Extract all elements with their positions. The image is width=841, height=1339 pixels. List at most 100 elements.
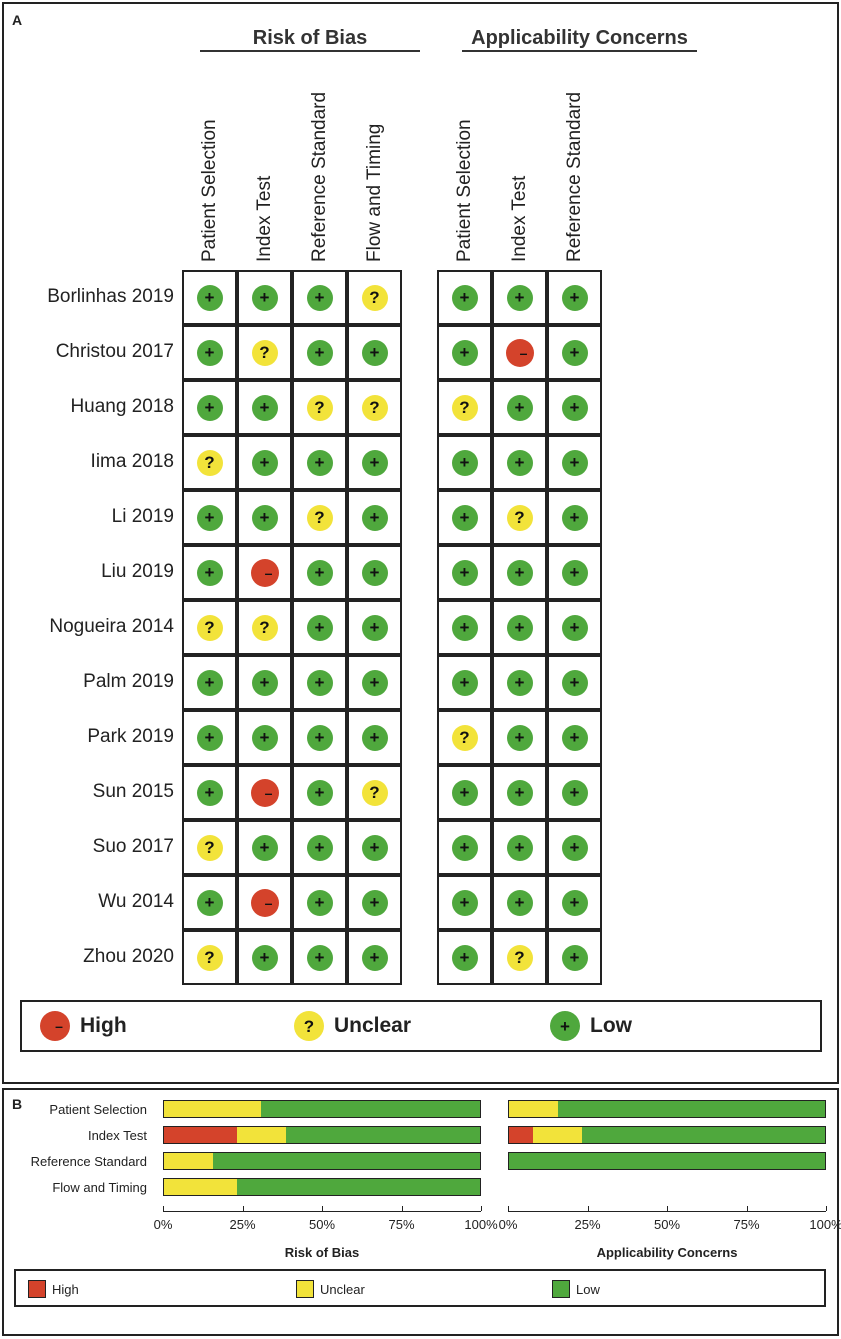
plus-icon: + (251, 504, 278, 531)
judgement-cell: + (492, 380, 547, 435)
judgement-cell: + (292, 435, 347, 490)
x-tick-label: 100% (809, 1217, 841, 1232)
question-icon: ? (361, 394, 388, 421)
high-icon: – (40, 1011, 70, 1041)
plus-icon: + (196, 669, 223, 696)
judgement-cell: ? (437, 380, 492, 435)
panel-a-letter: A (12, 12, 23, 28)
plus-icon: + (361, 669, 388, 696)
row-label: Iima 2018 (90, 450, 174, 472)
row-label: Nogueira 2014 (49, 615, 174, 637)
unclear-swatch (296, 1280, 314, 1298)
plus-icon: + (196, 889, 223, 916)
plus-icon: + (561, 944, 588, 971)
plus-icon: + (251, 284, 278, 311)
x-axis-line (163, 1211, 481, 1212)
plus-icon: + (251, 394, 278, 421)
row-label: Wu 2014 (98, 890, 174, 912)
plus-icon: + (506, 559, 533, 586)
judgement-cell: + (437, 270, 492, 325)
plus-icon: + (451, 944, 478, 971)
plus-icon: + (251, 724, 278, 751)
plus-icon: + (361, 724, 388, 751)
bar-label: Flow and Timing (52, 1180, 147, 1195)
plus-icon: + (561, 559, 588, 586)
legend-unclear: ? Unclear (294, 1011, 411, 1041)
judgement-cell: + (182, 545, 237, 600)
bar-segment-low (557, 1101, 825, 1117)
bar-segment-low (509, 1153, 825, 1169)
question-icon: ? (361, 284, 388, 311)
plus-icon: + (196, 284, 223, 311)
judgement-cell: + (492, 820, 547, 875)
x-tick (242, 1206, 244, 1211)
row-label: Suo 2017 (92, 835, 174, 857)
question-icon: ? (251, 339, 278, 366)
judgement-cell: + (182, 380, 237, 435)
judgement-cell: + (237, 930, 292, 985)
row-label: Huang 2018 (70, 395, 174, 417)
panel-b-letter: B (12, 1096, 23, 1112)
judgement-cell: + (182, 875, 237, 930)
col-label-1-1: Index Test (508, 175, 530, 262)
bar-segment-low (212, 1153, 480, 1169)
plus-icon: + (196, 779, 223, 806)
judgement-cell: + (347, 435, 402, 490)
plus-icon: + (451, 559, 478, 586)
x-tick (826, 1206, 827, 1211)
plus-icon: + (506, 284, 533, 311)
judgement-cell: + (347, 930, 402, 985)
judgement-cell: + (182, 490, 237, 545)
plus-icon: + (196, 504, 223, 531)
judgement-cell: + (292, 600, 347, 655)
judgement-cell: + (347, 545, 402, 600)
row-label: Li 2019 (111, 505, 174, 527)
plus-icon: + (251, 944, 278, 971)
judgement-cell: + (492, 655, 547, 710)
judgement-cell: + (182, 655, 237, 710)
judgement-cell: ? (347, 270, 402, 325)
question-icon: ? (506, 504, 533, 531)
judgement-cell: + (437, 765, 492, 820)
bar-segment-low (236, 1179, 480, 1195)
plus-icon: + (451, 614, 478, 641)
bar-segment-unclear (236, 1127, 286, 1143)
x-tick (481, 1206, 482, 1211)
plus-icon: + (506, 834, 533, 861)
col-label-1-0: Patient Selection (453, 119, 475, 262)
judgement-cell: + (547, 875, 602, 930)
judgement-cell: + (292, 765, 347, 820)
plus-icon: + (506, 614, 533, 641)
judgement-cell: ? (347, 765, 402, 820)
plus-icon: + (251, 669, 278, 696)
question-icon: ? (196, 449, 223, 476)
chart-title: Risk of Bias (284, 1245, 360, 1260)
judgement-cell: ? (437, 710, 492, 765)
x-tick-label: 50% (308, 1217, 336, 1232)
judgement-cell: + (237, 270, 292, 325)
chart-title: Applicability Concerns (596, 1245, 738, 1260)
plus-icon: + (306, 779, 333, 806)
judgement-cell: + (547, 380, 602, 435)
plus-icon: + (361, 504, 388, 531)
panel-a: A (2, 2, 839, 1084)
question-icon: ? (451, 724, 478, 751)
plus-icon: + (306, 614, 333, 641)
plus-icon: + (506, 669, 533, 696)
bar-segment-unclear (509, 1101, 558, 1117)
bar-label: Index Test (87, 1128, 147, 1143)
judgement-cell: + (547, 325, 602, 380)
legend2-low-label: Low (576, 1281, 600, 1297)
judgement-cell: + (437, 930, 492, 985)
judgement-cell: + (492, 270, 547, 325)
plus-icon: + (561, 449, 588, 476)
judgement-cell: + (547, 600, 602, 655)
plus-icon: + (506, 449, 533, 476)
judgement-cell: + (292, 325, 347, 380)
row-label: Zhou 2020 (83, 945, 174, 967)
plus-icon: + (550, 1011, 580, 1041)
judgement-cell: + (547, 765, 602, 820)
legend-high: – High (40, 1011, 127, 1041)
judgement-cell: ? (492, 930, 547, 985)
x-tick-label: 0% (153, 1217, 173, 1232)
